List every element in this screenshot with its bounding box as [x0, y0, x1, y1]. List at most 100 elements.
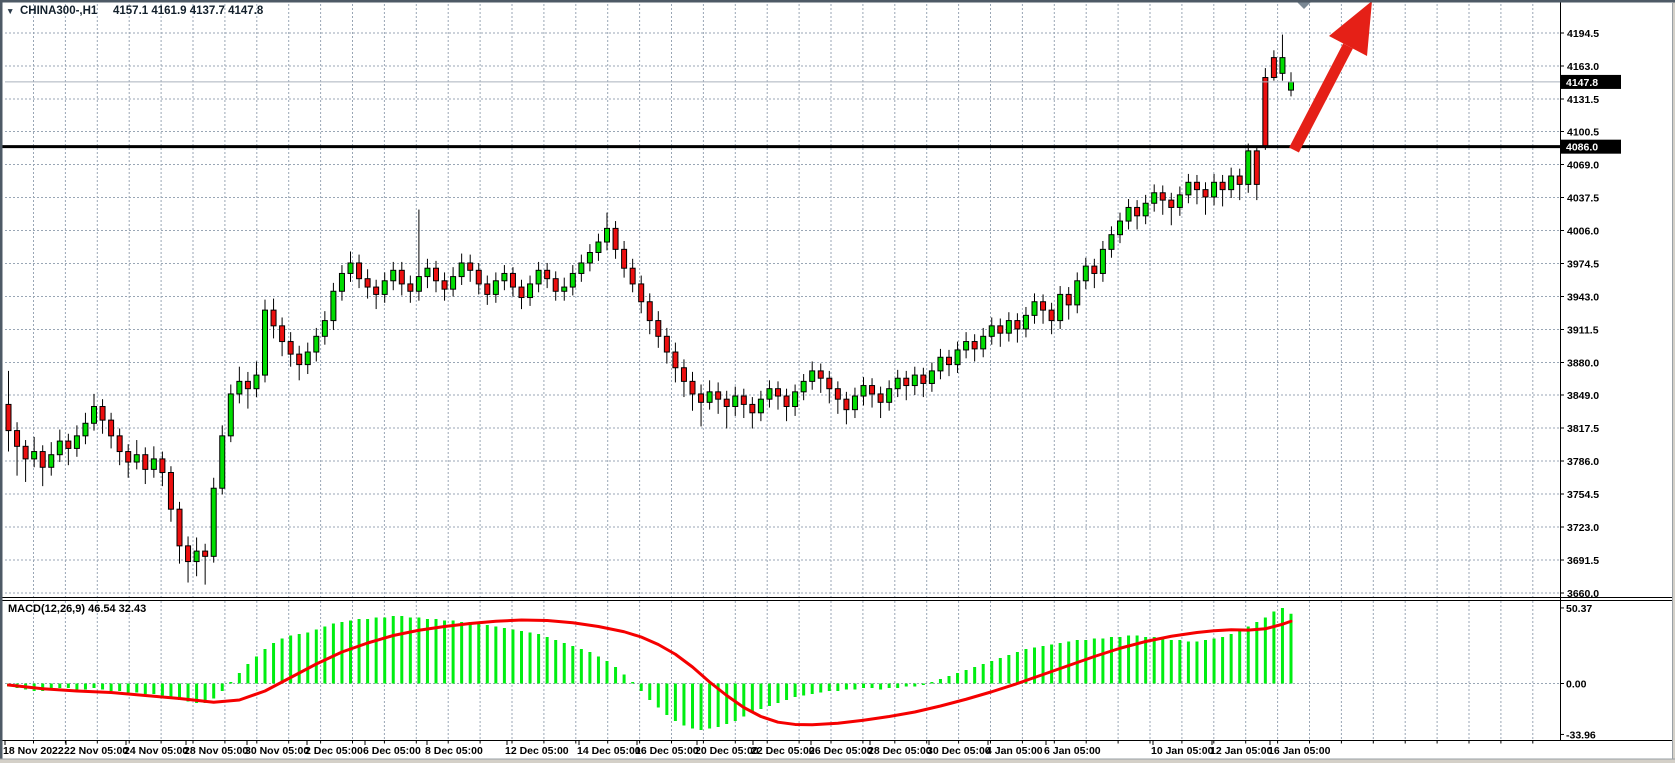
symbol-period-title: CHINA300-,H1 [20, 5, 98, 17]
price-scale[interactable]: 4194.5 4163.0 4131.5 4100.5 4069.0 4037.5 4006… [1560, 28, 1599, 600]
time-tick-label: 16 Jan 05:00 [1268, 745, 1331, 757]
candle-bearish [22, 445, 29, 460]
macd-histogram-series [7, 607, 1293, 730]
candle-bullish [338, 272, 345, 292]
chart-header: ▼ CHINA300-,H1 4157.1 4161.9 4137.7 4147… [6, 5, 264, 17]
candle-bearish [433, 267, 439, 282]
candle-bullish [347, 262, 354, 274]
candle-bullish [963, 341, 970, 351]
macd-signal-line [7, 618, 1293, 727]
candle-bullish [450, 276, 457, 290]
candlestick-series [5, 34, 1294, 585]
candle-bullish [954, 349, 961, 366]
candle-bullish [150, 458, 157, 470]
candle-bearish [1168, 199, 1175, 208]
candle-bearish [1193, 181, 1200, 191]
candle-bullish [809, 370, 816, 382]
candle-bullish [757, 398, 764, 414]
candle-bullish [860, 385, 867, 397]
time-tick-label: 18 Nov 2022 [3, 745, 64, 757]
candle-bullish [586, 251, 593, 264]
candle-bullish [851, 395, 858, 411]
macd-tick-label: 0.00 [1566, 679, 1587, 691]
time-tick-label: 16 Dec 05:00 [635, 745, 699, 757]
time-tick-label: 30 Nov 05:00 [245, 745, 309, 757]
price-tick-label: 3974.5 [1567, 258, 1599, 270]
time-tick-label: 2 Dec 05:00 [305, 745, 363, 757]
candle-bearish [843, 398, 850, 411]
candle-bullish [894, 377, 901, 390]
candle-bullish [1005, 320, 1012, 334]
candle-bearish [475, 269, 482, 285]
time-tick-label: 22 Dec 05:00 [751, 745, 815, 757]
candle-bullish [1176, 194, 1183, 208]
time-tick-label: 12 Dec 05:00 [505, 745, 569, 757]
candle-bullish [501, 272, 508, 282]
frame-left [0, 0, 3, 759]
candle-bullish [193, 550, 200, 563]
time-tick-label: 24 Nov 05:00 [124, 745, 188, 757]
time-tick-label: 6 Jan 05:00 [1044, 745, 1101, 757]
current-price-label: 4147.8 [1561, 74, 1621, 89]
time-tick-label: 30 Dec 05:00 [927, 745, 991, 757]
time-tick-label: 14 Dec 05:00 [577, 745, 641, 757]
price-tick-label: 3691.5 [1567, 555, 1599, 567]
time-tick-label: 12 Jan 05:00 [1210, 745, 1273, 757]
candle-bullish [886, 388, 893, 403]
price-tick-label: 3660.0 [1567, 588, 1599, 600]
candle-bearish [39, 451, 46, 468]
candle-bullish [1031, 301, 1038, 316]
candle-bearish [689, 380, 696, 395]
candle-bullish [527, 283, 534, 299]
candle-bearish [869, 385, 876, 395]
candle-bearish [997, 325, 1004, 334]
candle-bearish [946, 356, 952, 366]
candle-bearish [142, 454, 149, 470]
candle-bearish [1091, 265, 1098, 274]
candle-bullish [1057, 293, 1064, 322]
candle-bullish [1022, 314, 1029, 330]
svg-text:4086.0: 4086.0 [1566, 142, 1598, 154]
candle-bearish [826, 377, 833, 390]
price-tick-label: 3786.0 [1567, 456, 1599, 468]
candle-bullish [937, 356, 944, 372]
candle-bearish [903, 377, 910, 387]
chart-shift-marker-icon[interactable] [1297, 2, 1311, 9]
candle-bearish [296, 353, 303, 366]
price-tick-label: 4069.0 [1567, 159, 1599, 171]
candle-bearish [185, 545, 192, 563]
candle-bearish [775, 388, 781, 397]
candle-bullish [980, 335, 987, 350]
trend-arrow[interactable] [1289, 1, 1372, 153]
objects-dropdown-icon[interactable]: ▼ [6, 6, 14, 16]
candle-bullish [82, 422, 89, 437]
candle-bullish [1082, 265, 1089, 282]
candle-bearish [663, 335, 670, 353]
candle-bearish [715, 391, 722, 400]
candle-bearish [698, 393, 705, 403]
time-tick-label: 26 Dec 05:00 [809, 745, 873, 757]
candle-bearish [971, 341, 978, 350]
candle-bearish [373, 286, 380, 295]
candle-bearish [518, 286, 525, 299]
candle-bearish [287, 341, 294, 355]
candle-bearish [364, 278, 371, 288]
macd-scale[interactable]: 50.37 0.00 -33.96 [1560, 603, 1596, 741]
candle-bullish [1074, 280, 1081, 306]
candle-bullish [1228, 175, 1235, 191]
candle-bearish [629, 267, 636, 285]
price-tick-label: 3880.0 [1567, 358, 1599, 370]
candle-bearish [1065, 293, 1072, 306]
candle-bullish [219, 435, 226, 489]
candle-bullish [91, 406, 97, 424]
candle-bullish [1288, 81, 1294, 91]
candle-bearish [1048, 309, 1055, 322]
price-tick-label: 3817.5 [1567, 423, 1599, 435]
arrow-head-icon [1329, 1, 1372, 56]
candle-bearish [672, 351, 679, 369]
candle-bearish [176, 508, 183, 547]
candle-bullish [424, 267, 431, 278]
